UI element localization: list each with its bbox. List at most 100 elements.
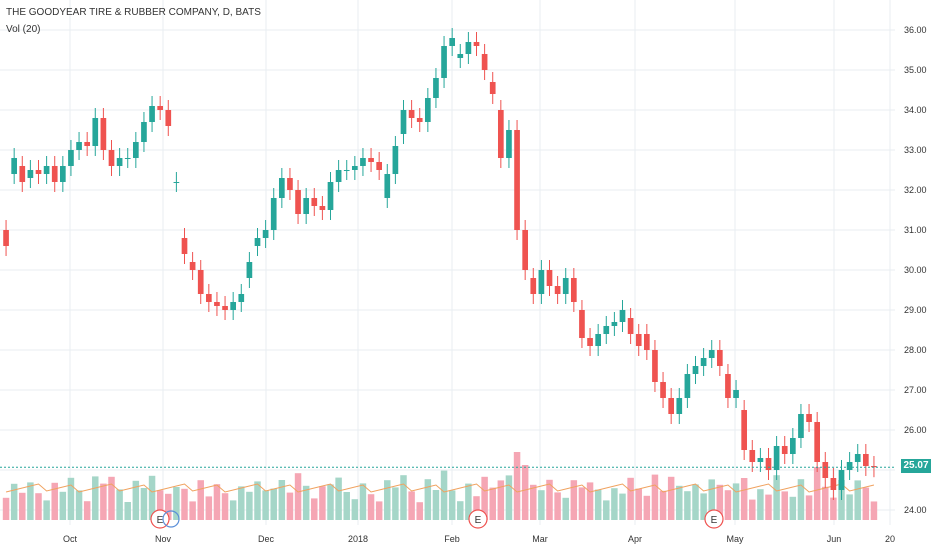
x-tick-label: 20 — [885, 534, 895, 544]
candle-body — [708, 350, 715, 358]
earnings-marker[interactable]: E — [704, 509, 724, 529]
volume-bar — [643, 495, 651, 520]
volume-bar — [797, 479, 805, 520]
volume-bar — [351, 499, 359, 520]
candle-body — [570, 278, 577, 302]
candle-body — [416, 118, 423, 122]
y-tick-label: 30.00 — [904, 265, 927, 275]
volume-bar — [505, 475, 513, 520]
candle-body — [311, 198, 318, 206]
candle-body — [84, 142, 91, 146]
volume-bar — [667, 476, 675, 520]
y-tick-label: 32.00 — [904, 185, 927, 195]
volume-bar — [400, 475, 407, 520]
x-tick-label: Feb — [444, 534, 460, 544]
volume-bar — [75, 490, 83, 520]
volume-bar — [246, 491, 253, 520]
candle-body — [652, 350, 658, 382]
candle-body — [246, 262, 253, 278]
candle-body — [238, 294, 245, 302]
y-tick-label: 34.00 — [904, 105, 927, 115]
candle-body — [538, 270, 545, 294]
chart-title: THE GOODYEAR TIRE & RUBBER COMPANY, D, B… — [6, 7, 261, 18]
candle-body — [214, 302, 220, 306]
volume-bar — [254, 481, 261, 520]
earnings-marker-label: E — [475, 515, 482, 526]
candle-body — [619, 310, 626, 322]
volume-bar — [700, 493, 707, 520]
candle-body — [441, 46, 447, 78]
volume-bar — [375, 501, 383, 520]
candle-body — [522, 230, 529, 270]
volume-bar — [716, 484, 724, 520]
volume-bar — [124, 502, 131, 520]
volume-bar — [521, 465, 529, 520]
volume-bar — [432, 490, 440, 520]
candle-body — [319, 206, 326, 210]
candle-body — [189, 262, 196, 270]
candle-body — [781, 446, 788, 454]
candle-body — [43, 166, 50, 174]
candle-body — [287, 178, 293, 190]
earnings-marker[interactable]: E — [468, 509, 488, 529]
volume-bar — [156, 490, 164, 520]
volume-bar — [586, 482, 594, 520]
candle-body — [408, 110, 415, 118]
candle-body — [400, 110, 407, 134]
volume-bar — [562, 497, 569, 520]
volume-bar — [473, 496, 480, 520]
candle-body — [230, 302, 237, 310]
volume-bar — [327, 484, 334, 520]
volume-bar — [286, 492, 294, 520]
y-tick-label: 24.00 — [904, 505, 927, 515]
candle-body — [749, 450, 756, 462]
candle-body — [335, 170, 342, 182]
candle-body — [603, 326, 610, 334]
volume-bar — [59, 491, 67, 520]
candle-body — [635, 334, 642, 346]
volume-bar — [270, 488, 277, 520]
candle-body — [449, 38, 456, 46]
volume-bar — [343, 492, 350, 520]
volume-bar — [481, 476, 488, 520]
candle-body — [773, 446, 780, 470]
y-tick-label: 29.00 — [904, 305, 927, 315]
x-tick-label: Apr — [628, 534, 642, 544]
candle-body — [846, 462, 853, 470]
volume-indicator-label: Vol (20) — [6, 24, 41, 35]
volume-bar — [148, 475, 156, 520]
volume-bar — [27, 482, 34, 520]
volume-bar — [92, 476, 99, 520]
dividend-marker — [162, 510, 180, 528]
volume-bar — [384, 480, 391, 520]
candle-body — [830, 478, 837, 490]
volume-bar — [781, 491, 788, 520]
x-tick-label: Mar — [532, 534, 548, 544]
volume-bar — [205, 496, 213, 520]
volume-bar — [757, 489, 764, 520]
candle-body — [149, 106, 155, 122]
candle-body — [481, 54, 488, 70]
x-tick-label: Jun — [827, 534, 842, 544]
candle-body — [514, 130, 520, 230]
volume-bar — [173, 487, 180, 520]
y-tick-label: 36.00 — [904, 25, 927, 35]
candle-body — [473, 42, 480, 46]
volume-bar — [213, 484, 221, 520]
volume-bar — [854, 480, 861, 520]
candle-body — [165, 110, 172, 126]
candle-body — [51, 166, 58, 182]
candle-body — [351, 166, 358, 170]
candle-body — [489, 82, 496, 94]
candle-body — [270, 198, 277, 230]
volume-bar — [708, 479, 715, 520]
candle-body — [700, 358, 707, 366]
candle-body — [132, 142, 139, 158]
volume-bar — [367, 494, 375, 520]
candle-body — [554, 286, 561, 294]
candle-body — [741, 410, 748, 450]
candle-body — [76, 142, 82, 150]
volume-bar — [635, 488, 642, 520]
